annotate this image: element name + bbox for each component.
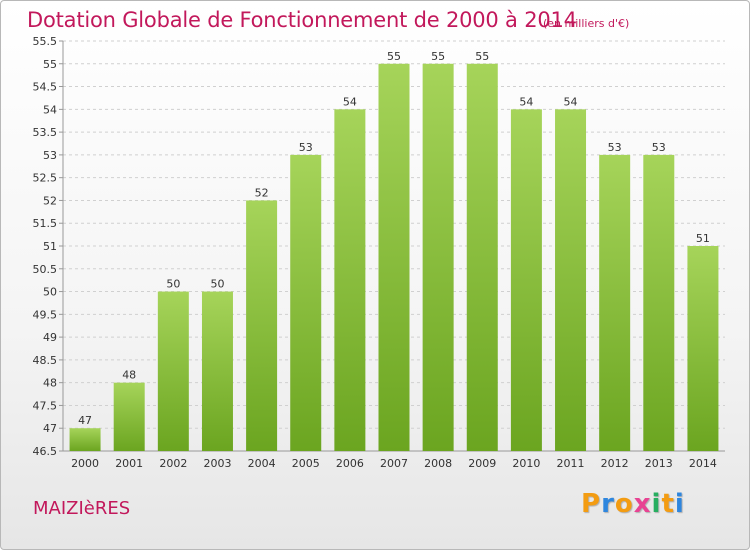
y-tick-label: 49	[43, 331, 57, 344]
data-label-2003: 50	[210, 278, 224, 291]
y-tick-label: 47	[43, 422, 57, 435]
x-tick-label-2010: 2010	[512, 457, 540, 470]
logo-letter: i	[651, 489, 662, 519]
bar-2011	[555, 109, 587, 451]
y-tick-label: 46.5	[33, 445, 58, 458]
y-tick-label: 48.5	[33, 354, 58, 367]
y-tick-label: 52.5	[33, 172, 58, 185]
logo-letter: x	[633, 489, 652, 519]
bar-2009	[466, 63, 498, 452]
x-tick-label-2013: 2013	[645, 457, 673, 470]
bar-2003	[201, 291, 233, 451]
bar-2005	[290, 154, 322, 451]
y-tick-label: 51.5	[33, 217, 58, 230]
x-tick-label-2000: 2000	[71, 457, 99, 470]
bar-2008	[422, 63, 454, 452]
y-tick-label: 53.5	[33, 126, 58, 139]
data-label-2012: 53	[608, 141, 622, 154]
y-tick-label: 50	[43, 286, 57, 299]
x-tick-label-2012: 2012	[601, 457, 629, 470]
bar-2012	[599, 154, 631, 451]
y-tick-label: 54.5	[33, 81, 58, 94]
data-label-2007: 55	[387, 50, 401, 63]
y-tick-label: 55	[43, 58, 57, 71]
x-tick-label-2006: 2006	[336, 457, 364, 470]
x-tick-label-2004: 2004	[248, 457, 276, 470]
data-label-2011: 54	[564, 95, 578, 108]
y-tick-label: 52	[43, 194, 57, 207]
bar-2004	[246, 200, 278, 451]
y-tick-label: 54	[43, 103, 57, 116]
bar-2000	[69, 428, 101, 451]
y-tick-label: 47.5	[33, 399, 58, 412]
data-label-2006: 54	[343, 95, 357, 108]
logo-letter: r	[601, 489, 615, 519]
y-tick-label: 53	[43, 149, 57, 162]
commune-name: MAIZIèRES	[33, 498, 131, 519]
y-tick-label: 55.5	[33, 35, 58, 48]
x-tick-label-2007: 2007	[380, 457, 408, 470]
chart-unit: (en milliers d'€)	[543, 17, 630, 30]
bar-2007	[378, 63, 410, 452]
bars	[69, 63, 719, 452]
labels: 46.5 47 47.5 48 48.5 49 49.5 50 50.5 51 51.5 52 52.5…	[33, 35, 717, 470]
data-label-2013: 53	[652, 141, 666, 154]
y-tick-label: 49.5	[33, 308, 58, 321]
x-tick-label-2008: 2008	[424, 457, 452, 470]
x-tick-label-2014: 2014	[689, 457, 717, 470]
data-label-2005: 53	[299, 141, 313, 154]
x-tick-label-2002: 2002	[159, 457, 187, 470]
bar-2013	[643, 154, 675, 451]
data-label-2004: 52	[255, 186, 269, 199]
data-label-2008: 55	[431, 50, 445, 63]
y-tick-label: 51	[43, 240, 57, 253]
data-label-2001: 48	[122, 369, 136, 382]
x-tick-label-2009: 2009	[468, 457, 496, 470]
chart-title: Dotation Globale de Fonctionnement de 20…	[27, 8, 577, 32]
data-label-2002: 50	[166, 278, 180, 291]
data-label-2014: 51	[696, 232, 710, 245]
data-label-2009: 55	[475, 50, 489, 63]
y-tick-label: 50.5	[33, 263, 58, 276]
y-tick-label: 48	[43, 377, 57, 390]
logo-letter: i	[674, 489, 685, 519]
bar-2010	[510, 109, 542, 451]
proxiti-logo[interactable]: Proxiti	[581, 489, 685, 519]
bar-2002	[157, 291, 189, 451]
x-tick-label-2011: 2011	[557, 457, 585, 470]
data-label-2000: 47	[78, 414, 92, 427]
logo-letter: o	[614, 489, 634, 519]
x-tick-label-2001: 2001	[115, 457, 143, 470]
bar-2001	[113, 382, 145, 451]
bar-2014	[687, 246, 719, 451]
logo-letter: P	[581, 489, 602, 519]
logo-letter: t	[661, 489, 675, 519]
x-tick-label-2005: 2005	[292, 457, 320, 470]
data-label-2010: 54	[519, 95, 533, 108]
x-tick-label-2003: 2003	[203, 457, 231, 470]
bar-2006	[334, 109, 366, 451]
